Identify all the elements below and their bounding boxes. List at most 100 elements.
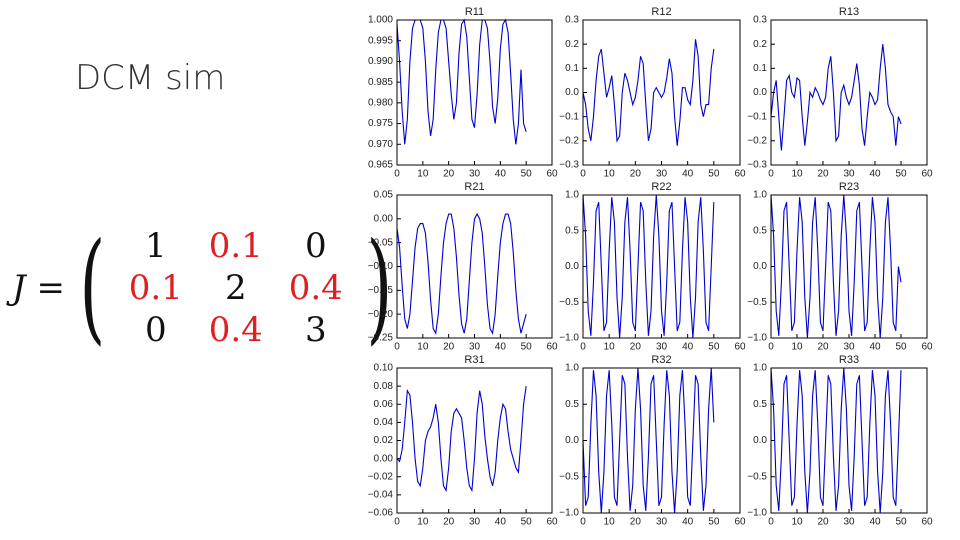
y-tick-label: 0.04 [374,417,394,428]
x-tick-label: 50 [708,517,720,528]
y-tick-label: 0.00 [374,213,394,224]
x-tick-label: 0 [580,169,586,180]
x-tick-label: 30 [843,169,855,180]
x-tick-label: 20 [443,169,455,180]
y-tick-label: −0.3 [559,160,579,171]
x-tick-label: 20 [443,342,455,353]
y-tick-label: 1.0 [565,190,579,201]
subplot-title: R12 [651,6,671,18]
matrix-lhs: J = [12,268,65,308]
y-tick-label: −0.10 [368,261,394,272]
y-tick-label: 0.06 [374,399,394,410]
y-tick-label: 0.0 [753,435,767,446]
y-tick-label: 0.1 [565,63,579,74]
paren: ) [366,218,393,357]
subplot-title: R11 [465,6,484,18]
cell: 1 [144,226,167,266]
y-tick-label: 0.0 [753,261,767,272]
y-tick-label: 0.5 [565,399,579,410]
x-tick-label: 50 [521,517,533,528]
x-tick-label: 40 [869,517,881,528]
y-tick-label: 0.0 [565,435,579,446]
y-tick-label: −0.20 [368,309,394,320]
cell: 2 [224,268,247,308]
y-tick-label: −0.25 [368,333,394,344]
x-tick-label: 30 [656,342,668,353]
data-line [396,386,527,493]
plot-frame [396,194,553,339]
x-tick-label: 10 [791,169,803,180]
y-tick-label: −1.0 [559,508,579,519]
y-tick-label: −1.0 [747,508,767,519]
cell: 3 [304,310,327,350]
y-tick-label: −0.5 [747,297,767,308]
x-tick-label: 20 [630,342,642,353]
x-tick-label: 40 [869,342,881,353]
subplot-title: R32 [651,354,671,366]
y-tick-label: −0.5 [747,471,767,482]
matrix: 1 0.1 0 0.1 2 0.4 0 0.4 3 [116,225,356,351]
y-tick-label: −1.0 [747,333,767,344]
subplot-title: R21 [464,181,484,193]
y-tick-label: 0.995 [368,35,393,46]
y-tick-label: 0.980 [368,97,393,108]
x-tick-label: 40 [682,342,694,353]
x-tick-label: 50 [521,342,533,353]
subplot: R13 −0.3 −0.2 −0.1 0.0 0.1 0.2 0.3 0 10 20 30 40 50 60 [747,6,933,180]
x-tick-label: 10 [417,517,429,528]
cell: 0 [304,226,327,266]
y-tick-label: 0.5 [753,399,767,410]
subplot-title: R13 [839,6,859,18]
cell: 0.4 [208,310,263,350]
x-tick-label: 30 [843,342,855,353]
y-tick-label: 0.975 [368,118,393,129]
y-tick-label: 0.10 [374,363,394,374]
x-tick-label: 0 [768,169,774,180]
x-tick-label: 0 [580,517,586,528]
y-tick-label: −0.05 [368,237,394,248]
x-tick-label: 0 [768,517,774,528]
subplot: R22 −1.0 −0.5 0.0 0.5 1.0 0 10 20 30 40 50 60 [559,181,746,353]
x-tick-label: 50 [708,342,720,353]
cell: 0.1 [128,268,183,308]
subplot: R23 −1.0 −0.5 0.0 0.5 1.0 0 10 20 30 40 50 60 [747,181,933,353]
x-tick-label: 50 [895,517,907,528]
data-line [396,18,527,145]
plot-frame [770,194,928,339]
data-line [770,194,902,339]
y-tick-label: −0.06 [368,508,394,519]
data-line [582,194,715,339]
x-tick-label: 50 [895,342,907,353]
x-tick-label: 0 [768,342,774,353]
y-tick-label: 0.2 [565,39,579,50]
slide-title: DCM sim [75,58,226,98]
y-tick-label: −0.2 [559,135,579,146]
y-tick-label: 1.0 [565,363,579,374]
plot-frame [582,194,741,339]
x-tick-label: 30 [469,169,481,180]
x-tick-label: 20 [817,342,829,353]
x-tick-label: 10 [791,517,803,528]
y-tick-label: 1.0 [753,363,767,374]
y-tick-label: 0.965 [368,160,393,171]
x-tick-label: 60 [921,342,933,353]
y-tick-label: 0.0 [565,87,579,98]
x-tick-label: 30 [656,517,668,528]
x-tick-label: 10 [417,169,429,180]
x-tick-label: 40 [495,169,507,180]
y-tick-label: −0.3 [747,160,767,171]
x-tick-label: 40 [495,517,507,528]
x-tick-label: 10 [604,342,616,353]
x-tick-label: 10 [604,169,616,180]
x-tick-label: 60 [546,169,558,180]
x-tick-label: 20 [630,517,642,528]
paren: ( [79,218,106,357]
x-tick-label: 40 [682,517,694,528]
x-tick-label: 30 [469,517,481,528]
y-tick-label: −1.0 [559,333,579,344]
subplot: R32 −1.0 −0.5 0.0 0.5 1.0 0 10 20 30 40 50 60 [559,354,746,528]
y-tick-label: 0.1 [753,63,767,74]
x-tick-label: 30 [843,517,855,528]
data-line [770,367,902,514]
